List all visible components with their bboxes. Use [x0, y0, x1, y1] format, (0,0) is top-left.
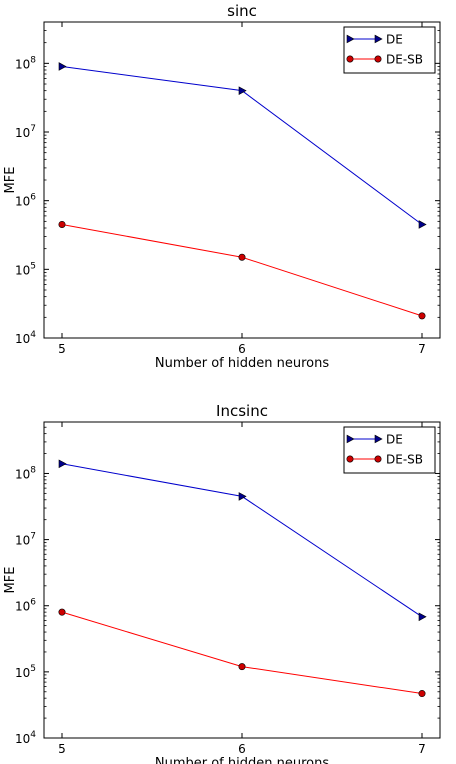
- data-point-de-sb: [418, 312, 426, 320]
- legend-marker: [374, 34, 383, 44]
- x-axis-label: Number of hidden neurons: [155, 356, 329, 371]
- data-point-de: [58, 62, 67, 71]
- data-point-de: [418, 220, 427, 229]
- y-tick-label: 106: [15, 193, 36, 209]
- data-point-de-sb: [238, 663, 246, 671]
- data-point-de: [58, 459, 67, 469]
- legend-box: [343, 26, 436, 74]
- legend: DE DE-SB: [343, 426, 436, 474]
- data-point-de-sb: [418, 690, 426, 698]
- y-tick-label: 108: [15, 55, 36, 71]
- y-tick-label: 106: [15, 598, 36, 614]
- legend-marker: [374, 455, 382, 463]
- legend-marker: [374, 434, 383, 444]
- data-point-de-sb: [58, 220, 66, 228]
- y-tick-label: 105: [15, 261, 36, 277]
- x-tick-label: 7: [418, 742, 426, 756]
- x-tick-label: 5: [58, 742, 66, 756]
- data-point-de-sb: [238, 253, 246, 261]
- legend-marker: [346, 455, 354, 463]
- plot-area: [43, 21, 441, 339]
- x-axis-label: Number of hidden neurons: [155, 756, 329, 764]
- chart-sinc: sinc 104 105 106 107 108 5 6 7 Number of hidden n…: [3, 2, 441, 371]
- legend-label-de-sb: DE-SB: [386, 53, 423, 67]
- legend-marker: [346, 34, 355, 44]
- y-axis-label: MFE: [3, 167, 18, 194]
- data-point-de: [418, 612, 427, 622]
- y-tick-label: 105: [15, 664, 36, 680]
- y-tick-label: 107: [15, 124, 36, 140]
- x-tick-label: 7: [418, 342, 426, 356]
- legend-marker: [346, 434, 355, 444]
- chart-title: sinc: [227, 2, 257, 20]
- y-tick-label: 104: [15, 330, 36, 346]
- legend-label-de: DE: [386, 433, 403, 447]
- data-point-de-sb: [58, 608, 66, 616]
- data-point-de: [238, 492, 247, 501]
- y-axis-label: MFE: [3, 567, 18, 594]
- y-tick-label: 107: [15, 532, 36, 548]
- chart-title: Incsinc: [216, 402, 268, 420]
- legend: DE DE-SB: [343, 26, 436, 74]
- legend-marker: [374, 55, 382, 63]
- x-tick-label: 5: [58, 342, 66, 356]
- legend-box: [343, 426, 436, 474]
- legend-label-de-sb: DE-SB: [386, 453, 423, 467]
- x-tick-label: 6: [238, 342, 246, 356]
- plot-area: [43, 421, 441, 739]
- data-point-de: [238, 86, 247, 95]
- legend-label-de: DE: [386, 33, 403, 47]
- legend-marker: [346, 55, 354, 63]
- y-tick-label: 104: [15, 730, 36, 746]
- chart-incsinc: Incsinc 104 105 106 107 108 5 6 7 Number of hidde…: [3, 402, 441, 764]
- y-tick-label: 108: [15, 465, 36, 481]
- x-tick-label: 6: [238, 742, 246, 756]
